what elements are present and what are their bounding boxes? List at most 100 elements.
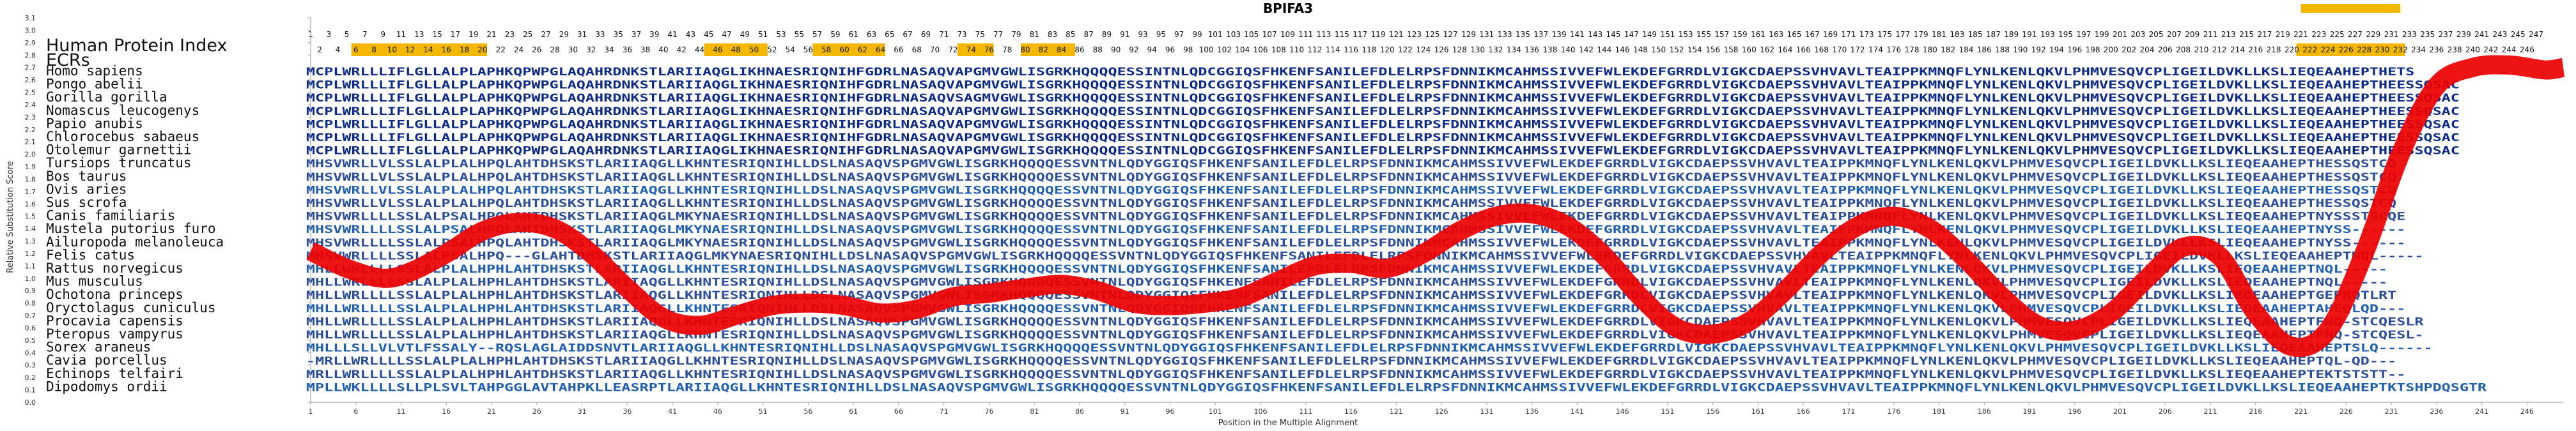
position-label: 164 <box>1778 45 1792 54</box>
position-label: 92 <box>1129 45 1138 54</box>
species-label: Rattus norvegicus <box>46 261 183 276</box>
index-title: Human Protein Index <box>46 36 228 56</box>
position-label: 24 <box>514 45 524 54</box>
position-label: 193 <box>2040 30 2055 39</box>
position-label: 213 <box>2221 30 2236 39</box>
position-label: 7 <box>362 30 368 39</box>
position-label: 2 <box>317 45 322 54</box>
position-label: 119 <box>1371 30 1386 39</box>
position-label: 38 <box>640 45 650 54</box>
position-label: 117 <box>1353 30 1367 39</box>
position-label: 134 <box>1507 45 1521 54</box>
position-label: 6 <box>353 45 359 54</box>
data-point <box>2110 312 2111 314</box>
position-label: 59 <box>830 30 840 39</box>
x-tick-label: 106 <box>1254 407 1268 416</box>
position-label: 122 <box>1398 45 1413 54</box>
data-point <box>2074 329 2076 331</box>
y-tick-label: 1.9 <box>25 163 36 171</box>
position-label: 12 <box>405 45 415 54</box>
data-point <box>1893 216 1895 217</box>
sequence-row: MHLLWRLLLLSSLALPLALHPHLAHTDHSKSTLARIIAQG… <box>306 315 2425 328</box>
x-tick-label: 191 <box>2022 407 2036 416</box>
data-point <box>1495 216 1496 217</box>
position-label: 179 <box>1914 30 1928 39</box>
ecr-bars <box>351 4 2405 56</box>
y-tick-label: 2.4 <box>25 101 36 109</box>
position-label: 80 <box>1020 45 1030 54</box>
y-tick-label: 3.0 <box>25 26 36 34</box>
position-label: 174 <box>1868 45 1883 54</box>
position-label: 121 <box>1389 30 1404 39</box>
position-label: 208 <box>2176 45 2191 54</box>
position-label: 63 <box>867 30 876 39</box>
position-label: 40 <box>658 45 668 54</box>
position-label: 231 <box>2384 30 2399 39</box>
position-label: 197 <box>2076 30 2091 39</box>
position-label: 198 <box>2086 45 2100 54</box>
position-label: 25 <box>523 30 532 39</box>
data-point <box>1314 265 1315 266</box>
position-label: 34 <box>604 45 614 54</box>
position-label: 68 <box>912 45 922 54</box>
position-label: 189 <box>2004 30 2019 39</box>
x-tick-label: 21 <box>487 407 496 416</box>
sequences: MCPLWRLLLIFLGLLALPLAPHKQPWPGLAQAHRDNKSTL… <box>306 66 2487 394</box>
position-label: 126 <box>1434 45 1449 54</box>
position-label: 244 <box>2502 45 2517 54</box>
data-point <box>1242 296 1243 298</box>
x-tick-label: 46 <box>713 407 722 416</box>
y-tick-label: 2.5 <box>25 89 36 97</box>
ecr-bar <box>351 43 487 56</box>
position-label: 247 <box>2529 30 2543 39</box>
y-axis-title: Relative Substitution Score <box>6 161 15 273</box>
sequence-row: MHSVWRLLLLSSLALPSALHPQLAHTDHSKSTLARIIAQG… <box>306 237 2405 250</box>
sequence-row: MHSVWRLLVLSSLALPLALHPQLAHTDHSKSTLARIIAQG… <box>306 171 2396 184</box>
y-tick-label: 0.4 <box>25 349 36 357</box>
data-point <box>1025 287 1026 289</box>
data-point <box>2146 278 2148 279</box>
ecr-bar <box>2296 43 2405 56</box>
data-point <box>554 228 555 229</box>
sequence-row: MCPLWRLLLIFLGLLALPLAPHKQPWPGLAQAHRDNKSTL… <box>306 118 2460 131</box>
data-point <box>663 317 664 319</box>
ecr-bar <box>704 43 768 56</box>
data-point <box>772 305 773 306</box>
position-label: 107 <box>1262 30 1277 39</box>
position-label: 218 <box>2267 45 2281 54</box>
x-tick-label: 56 <box>803 407 812 416</box>
position-label: 235 <box>2420 30 2435 39</box>
sequence-row: MCPLWRLLLIFLGLLALPLAPHKQPWPGLAQAHRDNKSTL… <box>306 92 2460 105</box>
data-point <box>2002 296 2003 298</box>
position-label: 202 <box>2122 45 2136 54</box>
sequence-row: MHLLWRLLLLSSLALPLALHPHLAHTDHSKSTLARIIAQG… <box>306 329 2424 342</box>
position-label: 173 <box>1859 30 1874 39</box>
position-label: 157 <box>1714 30 1729 39</box>
sequence-row: MCPLWRLLLIFLGLLALPLAPHKQPWPGLAQAHRDNKSTL… <box>306 132 2460 144</box>
y-tick-label: 0.8 <box>25 299 36 308</box>
x-tick-label: 16 <box>442 407 451 416</box>
y-tick-label: 0.6 <box>25 324 36 332</box>
position-label: 149 <box>1642 30 1657 39</box>
position-label: 31 <box>577 30 587 39</box>
data-point <box>1748 321 1750 322</box>
x-axis-title: Position in the Multiple Alignment <box>1218 418 1358 428</box>
position-label: 91 <box>1120 30 1129 39</box>
position-label: 105 <box>1244 30 1259 39</box>
position-label: 114 <box>1326 45 1340 54</box>
position-label: 97 <box>1174 30 1184 39</box>
position-label: 168 <box>1814 45 1829 54</box>
position-label: 131 <box>1479 30 1494 39</box>
species-label: Dipodomys ordii <box>46 379 167 394</box>
x-tick-label: 36 <box>623 407 632 416</box>
data-point <box>410 271 411 273</box>
x-tick-label: 211 <box>2204 407 2217 416</box>
position-label: 192 <box>2031 45 2046 54</box>
species-label: Procavia capensis <box>46 313 183 328</box>
sequence-row: MHSVWRLLVLSSLALPLALHPQLAHTDHSKSTLARIIAQG… <box>306 158 2396 170</box>
position-label: 215 <box>2239 30 2254 39</box>
data-point <box>1785 290 1786 291</box>
y-tick-label: 0.3 <box>25 361 36 370</box>
data-point <box>2508 64 2510 66</box>
